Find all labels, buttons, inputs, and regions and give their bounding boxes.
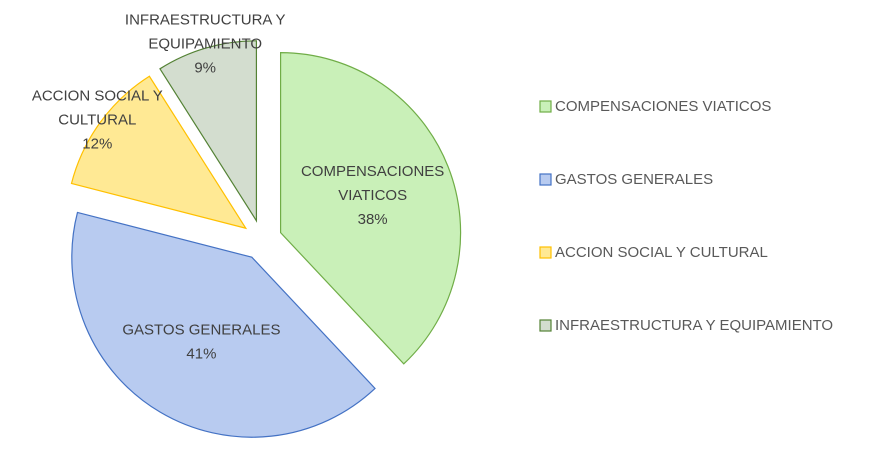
data-label-value: 12% (82, 135, 112, 152)
pie-slice (71, 211, 376, 438)
pie-slice (70, 75, 248, 230)
legend: COMPENSACIONES VIATICOS GASTOS GENERALES A… (539, 98, 833, 334)
data-label-category: COMPENSACIONES VIATICOS (301, 163, 444, 204)
data-label-value: 41% (186, 345, 216, 362)
data-label-category: ACCION SOCIAL Y CULTURAL (32, 87, 163, 128)
data-label-category: GASTOS GENERALES (122, 321, 280, 338)
pie-slice (279, 52, 462, 365)
legend-label: GASTOS GENERALES (555, 171, 713, 188)
legend-swatch (539, 100, 552, 113)
legend-label: ACCION SOCIAL Y CULTURAL (555, 244, 768, 261)
legend-swatch (539, 246, 552, 259)
legend-label: INFRAESTRUCTURA Y EQUIPAMIENTO (555, 317, 833, 334)
pie-slice (159, 40, 258, 223)
data-label-category: INFRAESTRUCTURA Y EQUIPAMIENTO (125, 11, 286, 52)
legend-label: COMPENSACIONES VIATICOS (555, 98, 771, 115)
data-label-value: 38% (358, 211, 388, 228)
legend-swatch (539, 173, 552, 186)
data-label-value: 9% (194, 59, 216, 76)
legend-swatch (539, 319, 552, 332)
